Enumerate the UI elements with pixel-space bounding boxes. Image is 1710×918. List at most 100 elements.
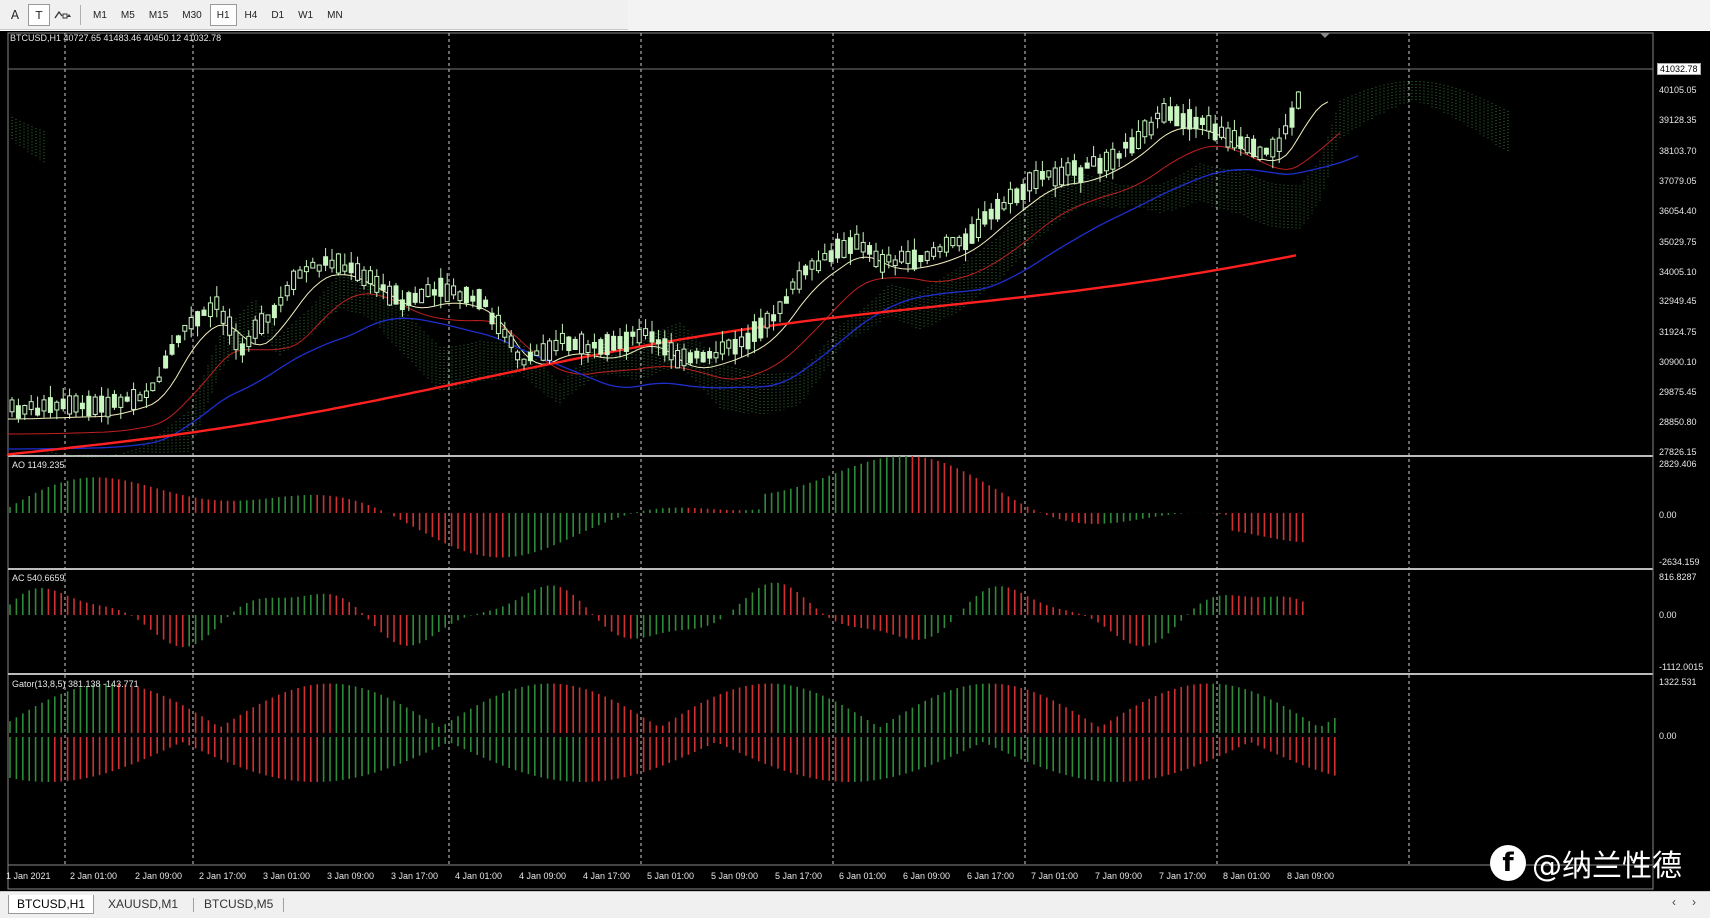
gator-axis-label: 1322.531 [1659,677,1697,687]
candle-body [393,285,399,305]
watermark: f @纳兰性德 [1490,841,1682,885]
candle-body [1046,170,1052,178]
candle-body [1071,160,1077,176]
candle-body [489,312,495,325]
candle-body [335,253,341,274]
candle-body [963,233,969,251]
ac-axis-label: -1112.0015 [1659,662,1704,672]
tabs-prev-button[interactable]: ‹ [1672,895,1676,909]
candle-body [617,336,623,349]
candle-body [1206,115,1212,132]
candle-body [169,344,175,355]
time-axis-label: 4 Jan 01:00 [455,871,503,881]
tab-xauusd-m1[interactable]: XAUUSD,M1 [108,897,179,911]
candle-body [182,324,188,332]
timeframe-d1[interactable]: D1 [271,9,285,21]
timeframe-m5[interactable]: M5 [120,9,135,21]
candle-body [604,334,610,356]
ao-pane-header: AO 1149.235 [12,460,65,470]
candle-body [463,286,469,304]
candle-body [886,254,892,263]
candle-body [9,399,15,413]
text-label-icon[interactable]: T [28,4,50,26]
time-axis-label: 6 Jan 09:00 [903,871,951,881]
tab-btcusd-h1[interactable]: BTCUSD,H1 [8,895,95,914]
timeframe-h4[interactable]: H4 [244,9,258,21]
timeframe-mn[interactable]: MN [327,9,343,21]
price-axis-label: 31924.75 [1659,327,1697,337]
candle-body [515,351,521,361]
candle-body [278,296,284,306]
text-a-icon[interactable]: A [10,8,20,22]
candle-body [470,295,476,302]
ao-axis-label: -2634.159 [1659,557,1700,567]
candle-body [118,396,124,408]
candle-body [579,333,585,355]
price-axis-label: 34005.10 [1659,267,1697,277]
candle-body [758,317,764,339]
chart-canvas[interactable] [0,31,1710,891]
time-axis-label: 2 Jan 17:00 [199,871,247,881]
tabs-next-button[interactable]: › [1692,895,1696,909]
candle-body [630,331,636,337]
tab-btcusd-m5[interactable]: BTCUSD,M5 [204,897,274,911]
chart-window[interactable]: BTCUSD,H1 40727.65 41483.46 40450.12 410… [0,31,1710,891]
candle-body [1167,106,1173,121]
timeframe-m1[interactable]: M1 [93,9,107,21]
candle-body [1123,141,1129,149]
chart-frame [7,32,1654,890]
time-axis-label: 1 Jan 2021 [6,871,51,881]
candle-body [726,339,732,349]
candle-body [867,245,873,255]
watermark-text: @纳兰性德 [1532,849,1682,884]
candle-body [92,396,98,415]
candle-body [681,348,687,367]
timeframe-w1[interactable]: W1 [298,9,314,21]
candle-body [1244,136,1250,154]
candle-body [700,351,706,363]
candle-body [476,289,482,310]
candle-body [67,395,73,415]
timeframe-m30[interactable]: M30 [182,9,202,21]
price-axis-label: 39128.35 [1659,115,1697,125]
candle-body [1180,113,1186,130]
gator-axis-label: 0.00 [1659,731,1677,741]
candle-body [860,241,866,253]
candle-body [899,250,905,263]
timeframe-m15[interactable]: M15 [148,9,169,21]
timeframe-h1[interactable]: H1 [209,4,237,26]
ac-axis-label: 0.00 [1659,610,1677,620]
candle-body [649,331,655,343]
candle-body [803,265,809,276]
candle-body [655,339,661,345]
candle-body [1097,157,1103,174]
time-axis-label: 4 Jan 09:00 [519,871,567,881]
shift-marker-icon [1320,33,1330,38]
candle-body [1289,107,1295,128]
candle-body [1020,183,1026,201]
price-axis-label: 32949.45 [1659,296,1697,306]
toolbar-left: A T M1 M5 M15 M30 H1 H4 D1 W1 MN [0,2,349,28]
candle-body [227,316,233,336]
ma-line-blue [8,155,1359,450]
time-axis-label: 7 Jan 17:00 [1159,871,1207,881]
candle-body [585,344,591,353]
candle-body [355,263,361,281]
candle-body [1225,127,1231,148]
candle-body [975,218,981,238]
candle-body [1148,121,1154,136]
candle-body [406,292,412,306]
candle-body [252,319,258,339]
chart-tabs-bar: BTCUSD,H1 XAUUSD,M1 BTCUSD,M5 ‹ › [0,891,1710,918]
candle-body [1078,167,1084,183]
candle-body [521,358,527,366]
candle-body [540,343,546,361]
shapes-icon[interactable] [52,4,74,26]
candle-body [739,336,745,348]
price-axis-label: 30900.10 [1659,357,1697,367]
candle-body [892,259,898,267]
candle-body [111,393,117,408]
time-axis-label: 5 Jan 01:00 [647,871,695,881]
time-axis-label: 4 Jan 17:00 [583,871,631,881]
candle-body [694,350,700,359]
